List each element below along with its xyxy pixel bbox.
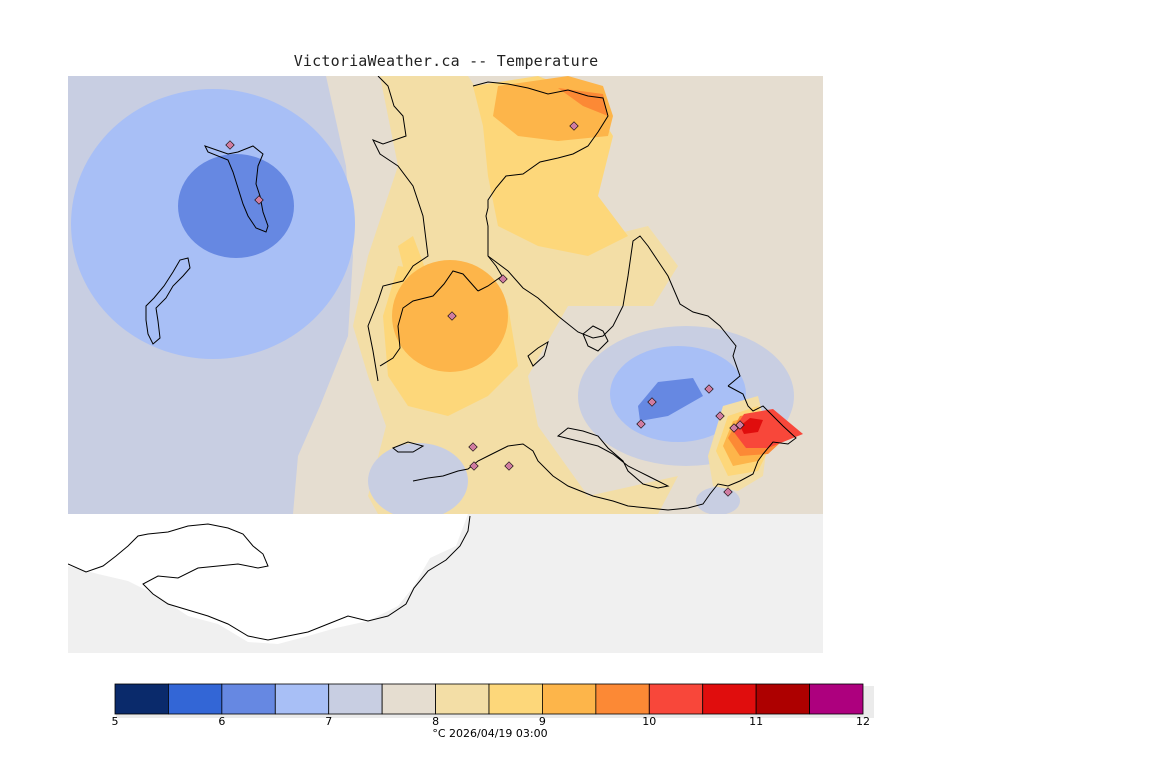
unit-label: °C — [432, 727, 446, 740]
legend-swatch — [702, 683, 757, 715]
legend-tick-label: 12 — [856, 715, 870, 728]
station-marker[interactable] — [704, 384, 714, 394]
legend-swatch — [648, 683, 704, 715]
legend-tick-label: 6 — [218, 715, 225, 728]
coastlines — [68, 76, 797, 641]
legend-tick-label: 11 — [749, 715, 763, 728]
station-marker[interactable] — [498, 274, 508, 284]
legend-swatch — [488, 683, 543, 715]
legend-swatch — [221, 683, 276, 715]
legend-ticks: 5 6 7 8 9 10 11 12 — [112, 715, 871, 728]
legend-tick-label: 10 — [642, 715, 656, 728]
land-region-south — [68, 514, 468, 644]
legend-tick-label: 9 — [539, 715, 546, 728]
legend-swatch — [381, 683, 436, 715]
legend-tick-label: 8 — [432, 715, 439, 728]
station-marker[interactable] — [723, 487, 733, 497]
legend-swatch — [595, 683, 650, 715]
temperature-contours — [68, 76, 823, 514]
station-marker[interactable] — [225, 140, 235, 150]
map-title: VictoriaWeather.ca -- Temperature — [293, 52, 599, 70]
station-marker[interactable] — [569, 121, 579, 131]
legend-swatch — [435, 683, 490, 715]
color-legend: 5 6 7 8 9 10 11 12 — [112, 683, 874, 728]
legend-tick-label: 7 — [325, 715, 332, 728]
station-marker[interactable] — [735, 420, 745, 430]
station-marker[interactable] — [647, 397, 657, 407]
legend-swatch — [328, 683, 383, 715]
legend-swatch — [168, 683, 223, 715]
station-marker[interactable] — [636, 419, 646, 429]
station-marker[interactable] — [504, 461, 514, 471]
timestamp: 2026/04/19 03:00 — [449, 727, 548, 740]
station-marker[interactable] — [729, 423, 739, 433]
legend-swatch — [809, 683, 864, 715]
legend-swatch — [274, 683, 330, 715]
legend-swatches — [114, 683, 864, 715]
legend-tick-label: 5 — [112, 715, 119, 728]
station-markers — [225, 121, 745, 497]
legend-swatch — [542, 683, 597, 715]
station-marker[interactable] — [715, 411, 725, 421]
station-marker[interactable] — [468, 442, 478, 452]
legend-caption: °C 2026/04/19 03:00 — [0, 727, 980, 740]
station-marker[interactable] — [254, 195, 264, 205]
station-marker[interactable] — [447, 311, 457, 321]
temperature-map[interactable] — [68, 76, 823, 653]
station-marker[interactable] — [469, 461, 479, 471]
legend-swatch — [755, 683, 810, 715]
legend-swatch — [114, 683, 169, 715]
